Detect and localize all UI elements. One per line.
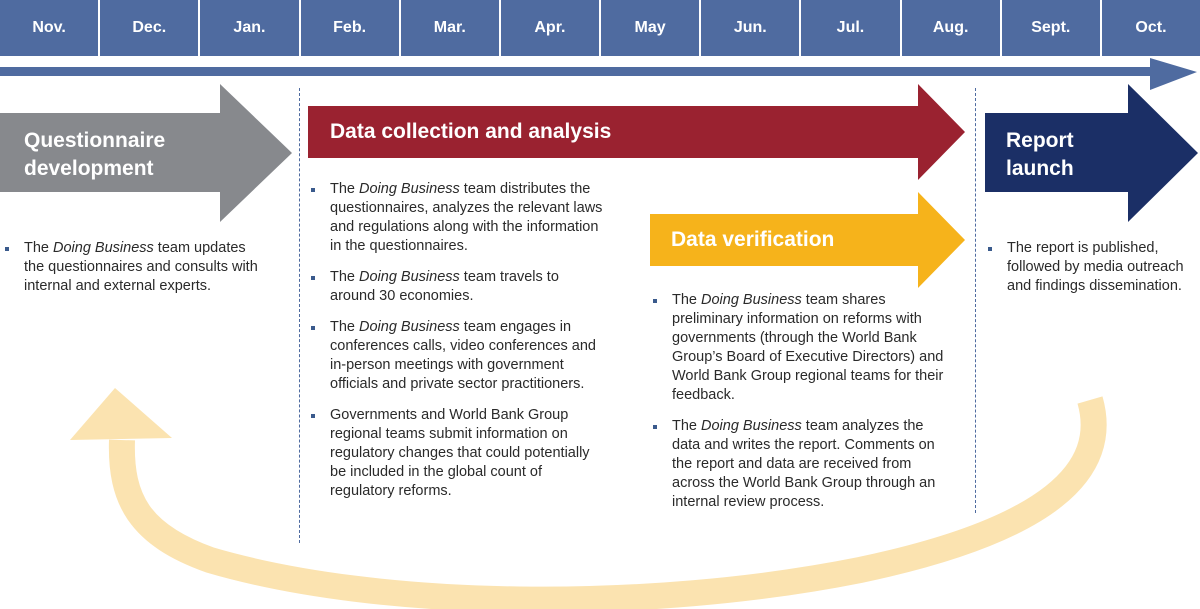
data-verification-title: Data verification	[671, 228, 835, 251]
data-collection-title: Data collection and analysis	[330, 120, 612, 143]
report-launch-arrow	[985, 84, 1198, 222]
bullet-text: The	[330, 319, 360, 335]
month-cell: Sept.	[1001, 0, 1100, 56]
month-cell: May	[601, 0, 700, 56]
separator-line	[299, 88, 300, 543]
questionnaire-title-line1: Questionnaire	[24, 129, 166, 152]
questionnaire-title: Questionnaire development	[24, 127, 165, 183]
bullet-text: team shares preliminary information on r…	[672, 292, 944, 403]
bullet-item: The Doing Business team travels to aroun…	[308, 268, 608, 306]
cycle-arrow-arc	[108, 396, 1107, 609]
separator-line	[975, 88, 976, 513]
report-launch-title-line2: launch	[1006, 157, 1074, 180]
timeline-arrow-head	[1150, 58, 1197, 90]
month-cell: Jun.	[701, 0, 800, 56]
month-cell: Aug.	[901, 0, 1000, 56]
month-cell: Mar.	[400, 0, 499, 56]
month-cell: Oct.	[1101, 0, 1200, 56]
bullet-text: The	[672, 418, 702, 434]
bullet-text: team distributes the questionnaires, ana…	[330, 181, 603, 254]
month-cell: Jul.	[801, 0, 900, 56]
bullet-emphasis: Doing Business	[359, 319, 460, 335]
bullet-text: The	[330, 269, 360, 285]
data-verification-bullets: The Doing Business team shares prelimina…	[650, 291, 950, 524]
bullet-text: team engages in conferences calls, video…	[330, 319, 596, 392]
bullet-emphasis: Doing Business	[53, 240, 154, 256]
bullet-emphasis: Doing Business	[359, 181, 460, 197]
report-launch-title: Report launch	[1006, 127, 1074, 183]
bullet-item: The Doing Business team shares prelimina…	[650, 291, 950, 405]
month-cell: Feb.	[300, 0, 399, 56]
bullet-text: team updates the questionnaires and cons…	[24, 240, 258, 294]
data-collection-bullets: The Doing Business team distributes the …	[308, 180, 608, 513]
report-launch-bullets: The report is published, followed by med…	[985, 239, 1200, 308]
month-cell: Nov.	[0, 0, 99, 56]
questionnaire-title-line2: development	[24, 157, 154, 180]
questionnaire-arrow	[0, 84, 292, 222]
bullet-item: Governments and World Bank Group regiona…	[308, 406, 608, 501]
questionnaire-bullets: The Doing Business team updates the ques…	[2, 239, 264, 308]
bullet-item: The report is published, followed by med…	[985, 239, 1200, 296]
bullet-item: The Doing Business team engages in confe…	[308, 318, 608, 394]
bullet-text: team travels to around 30 economies.	[330, 269, 559, 304]
data-collection-arrow	[308, 84, 965, 180]
month-header: Nov. Dec. Jan. Feb. Mar. Apr. May Jun. J…	[0, 0, 1200, 56]
bullet-emphasis: Doing Business	[701, 418, 802, 434]
bullet-text: The	[24, 240, 54, 256]
month-cell: Apr.	[500, 0, 600, 56]
bullet-emphasis: Doing Business	[359, 269, 460, 285]
month-cell: Jan.	[200, 0, 299, 56]
bullet-item: The Doing Business team analyzes the dat…	[650, 417, 950, 512]
bullet-text: The	[672, 292, 702, 308]
bullet-text: The report is published, followed by med…	[1007, 240, 1184, 294]
bullet-text: Governments and World Bank Group regiona…	[330, 407, 590, 499]
bullet-text: team analyzes the data and writes the re…	[672, 418, 936, 510]
bullet-emphasis: Doing Business	[701, 292, 802, 308]
report-launch-title-line1: Report	[1006, 129, 1074, 152]
month-cell: Dec.	[100, 0, 199, 56]
bullet-item: The Doing Business team updates the ques…	[2, 239, 264, 296]
data-verification-arrow	[650, 192, 965, 288]
timeline-arrow-shaft	[0, 67, 1175, 76]
bullet-item: The Doing Business team distributes the …	[308, 180, 608, 256]
cycle-arrow-head	[70, 388, 172, 440]
bullet-text: The	[330, 181, 360, 197]
